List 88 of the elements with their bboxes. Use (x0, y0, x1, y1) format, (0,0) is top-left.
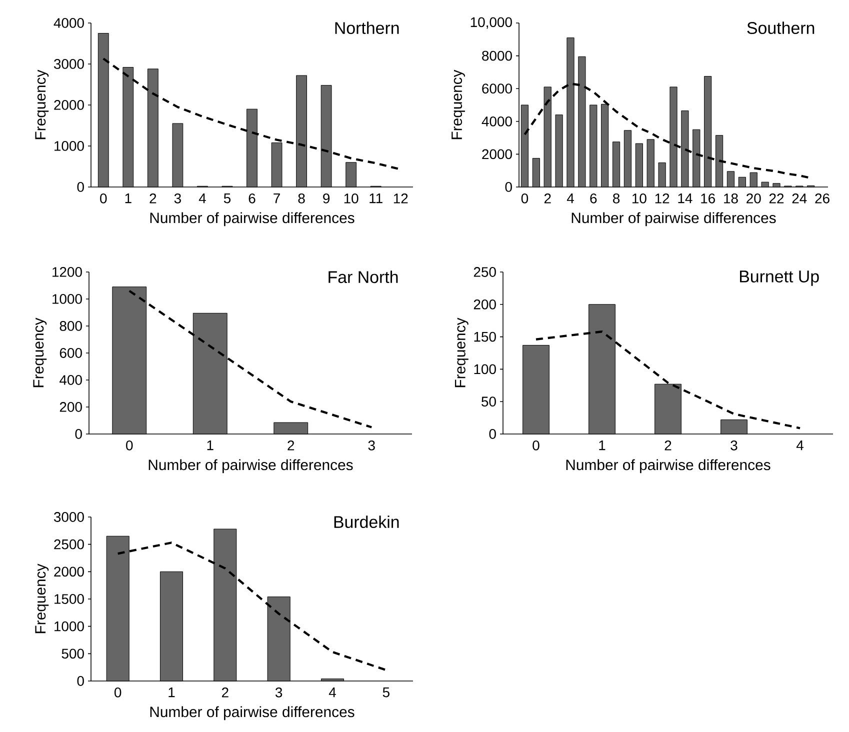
x-tick-label: 18 (724, 193, 738, 204)
x-tick-label: 1 (207, 440, 214, 450)
x-tick-label: 7 (274, 194, 280, 204)
x-tick-label: 16 (701, 193, 715, 204)
x-tick-label: 4 (198, 194, 206, 204)
x-tick-label: 8 (613, 193, 620, 204)
y-tick-label: 2000 (54, 100, 84, 110)
x-tick-label: 3 (275, 688, 282, 698)
x-tick-label: 2 (288, 440, 294, 450)
x-axis-title: Number of pairwise differences (572, 212, 776, 226)
x-tick-label: 8 (298, 193, 305, 204)
x-tick-label: 24 (792, 193, 807, 204)
y-tick-label: 0 (77, 182, 84, 192)
chart-title: Southern (747, 22, 814, 34)
x-axis-title: Number of pairwise differences (148, 459, 353, 474)
x-tick-label: 10 (344, 193, 358, 204)
x-tick-label: 2 (222, 688, 228, 698)
y-tick-label: 200 (60, 402, 82, 412)
y-tick-label: 0 (77, 676, 84, 686)
x-tick-label: 20 (746, 193, 761, 204)
y-tick-label: 200 (474, 299, 496, 310)
x-tick-label: 0 (100, 193, 107, 204)
chart-title: Northern (335, 22, 399, 34)
y-tick-label: 4000 (54, 18, 84, 28)
x-tick-label: 26 (815, 193, 830, 204)
x-tick-label: 22 (769, 193, 784, 204)
y-axis-title: Frequency (33, 318, 47, 388)
chart-title: Far North (328, 270, 398, 284)
y-tick-label: 1000 (54, 621, 84, 632)
y-tick-label: 100 (474, 364, 496, 374)
x-tick-label: 3 (174, 193, 181, 204)
y-tick-label: 3000 (54, 59, 84, 69)
x-tick-label: 12 (394, 193, 408, 204)
y-tick-label: 800 (60, 321, 82, 331)
x-tick-label: 1 (168, 688, 175, 698)
y-tick-label: 10,000 (470, 17, 512, 29)
y-tick-label: 2000 (54, 566, 84, 577)
x-tick-label: 10 (632, 193, 646, 204)
x-tick-label: 4 (566, 194, 574, 204)
y-tick-label: 50 (482, 396, 496, 407)
y-tick-label: 3000 (54, 512, 84, 522)
x-tick-label: 0 (532, 440, 540, 450)
y-tick-label: 1000 (54, 141, 84, 151)
y-tick-label: 0 (489, 429, 496, 439)
x-tick-label: 0 (114, 688, 122, 698)
x-tick-label: 3 (368, 440, 375, 450)
x-tick-label: 5 (224, 194, 231, 204)
x-tick-label: 9 (323, 193, 330, 204)
y-tick-label: 6000 (482, 84, 512, 94)
x-tick-label: 11 (370, 194, 382, 204)
y-tick-label: 600 (60, 348, 82, 358)
x-tick-label: 1 (599, 440, 606, 450)
x-tick-label: 4 (328, 688, 336, 698)
y-tick-label: 150 (474, 332, 496, 342)
x-axis-title: Number of pairwise differences (150, 212, 354, 226)
y-tick-label: 1200 (52, 267, 82, 277)
y-tick-label: 400 (60, 375, 82, 385)
y-axis-title: Frequency (452, 70, 465, 140)
y-tick-label: 4000 (482, 116, 512, 126)
y-axis-title: Frequency (35, 564, 49, 634)
x-tick-label: 12 (655, 193, 670, 204)
y-tick-label: 8000 (482, 50, 512, 61)
y-tick-label: 1500 (54, 594, 84, 604)
y-tick-label: 250 (474, 267, 496, 277)
x-tick-label: 14 (678, 194, 692, 204)
x-tick-label: 2 (664, 440, 672, 450)
chart-title: Burnett Up (740, 270, 819, 286)
y-tick-label: 2500 (54, 539, 84, 550)
x-tick-label: 0 (126, 440, 133, 450)
x-tick-label: 3 (730, 440, 738, 450)
x-axis-title: Number of pairwise differences (150, 706, 354, 720)
x-tick-label: 2 (544, 193, 551, 204)
y-tick-label: 2000 (482, 149, 512, 160)
x-tick-label: 1 (125, 194, 132, 204)
y-tick-label: 1000 (52, 294, 82, 304)
x-tick-label: 2 (150, 193, 156, 204)
x-tick-label: 5 (382, 688, 390, 698)
x-axis-title: Number of pairwise differences (566, 459, 770, 474)
y-tick-label: 0 (75, 429, 82, 439)
x-tick-label: 4 (796, 440, 804, 450)
x-tick-label: 6 (248, 193, 256, 204)
y-axis-title: Frequency (35, 70, 49, 140)
y-tick-label: 500 (62, 648, 84, 659)
x-tick-label: 0 (521, 193, 528, 204)
y-tick-label: 0 (505, 182, 512, 192)
y-axis-title: Frequency (454, 318, 468, 388)
x-tick-label: 6 (590, 193, 597, 204)
chart-title: Burdekin (334, 516, 399, 528)
